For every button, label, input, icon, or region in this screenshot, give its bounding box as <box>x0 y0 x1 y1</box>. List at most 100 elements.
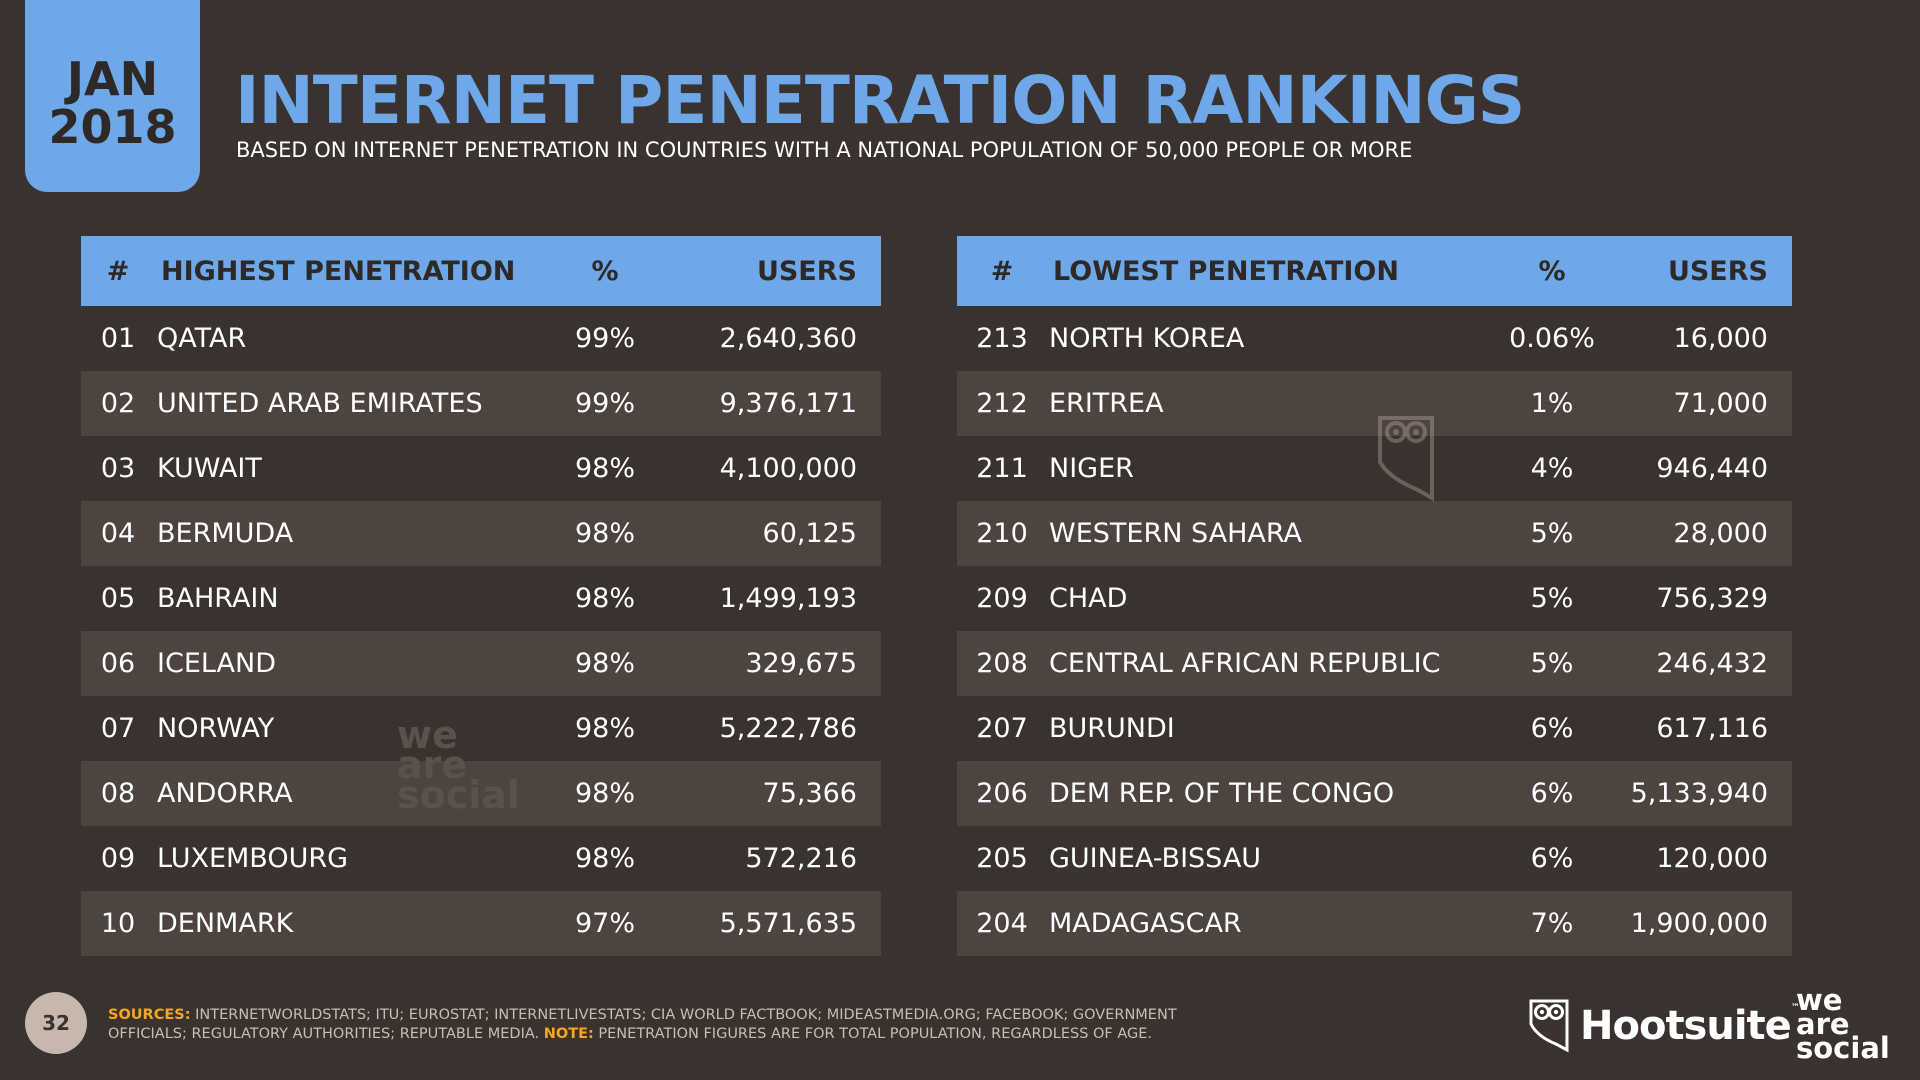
watermark-line: are <box>397 743 468 787</box>
hootsuite-wordmark: Hootsuite™ <box>1580 1003 1800 1049</box>
percent-cell: 98% <box>574 713 635 744</box>
percent-cell: 97% <box>574 908 635 939</box>
percent-cell: 98% <box>574 778 635 809</box>
percent-cell: 98% <box>574 583 635 614</box>
users-cell: 1,499,193 <box>719 583 857 614</box>
users-cell: 1,900,000 <box>1630 908 1768 939</box>
country-cell: ERITREA <box>1049 388 1164 419</box>
page-number: 32 <box>25 992 87 1054</box>
rank-cell: 211 <box>976 453 1028 484</box>
users-cell: 572,216 <box>745 843 857 874</box>
table-row: 08 ANDORRA 98% 75,366 <box>81 761 881 826</box>
percent-cell: 4% <box>1530 453 1574 484</box>
owl-watermark-icon <box>1378 416 1434 502</box>
users-cell: 756,329 <box>1656 583 1768 614</box>
rank-cell: 06 <box>100 648 136 679</box>
table-row: 206 DEM REP. OF THE CONGO 6% 5,133,940 <box>957 761 1792 826</box>
note-text: PENETRATION FIGURES ARE FOR TOTAL POPULA… <box>598 1026 1153 1042</box>
rank-cell: 206 <box>976 778 1028 809</box>
header-country: LOWEST PENETRATION <box>1053 255 1399 287</box>
users-cell: 16,000 <box>1673 323 1768 354</box>
hootsuite-owl-icon <box>1529 999 1569 1053</box>
rank-cell: 205 <box>976 843 1028 874</box>
rank-cell: 209 <box>976 583 1028 614</box>
table-row: 210 WESTERN SAHARA 5% 28,000 <box>957 501 1792 566</box>
percent-cell: 5% <box>1530 583 1574 614</box>
header-rank: # <box>106 255 130 287</box>
users-cell: 617,116 <box>1656 713 1768 744</box>
percent-cell: 99% <box>574 323 635 354</box>
country-cell: BERMUDA <box>157 518 294 549</box>
country-cell: KUWAIT <box>157 453 262 484</box>
table-row: 09 LUXEMBOURG 98% 572,216 <box>81 826 881 891</box>
lowest-penetration-table: # LOWEST PENETRATION % USERS 213 NORTH KO… <box>957 236 1792 956</box>
country-cell: UNITED ARAB EMIRATES <box>157 388 483 419</box>
percent-cell: 6% <box>1530 778 1574 809</box>
rank-cell: 02 <box>100 388 136 419</box>
percent-cell: 98% <box>574 453 635 484</box>
table-row: 207 BURUNDI 6% 617,116 <box>957 696 1792 761</box>
we-are-social-logo: we are social <box>1796 983 1890 1065</box>
logo-line: are <box>1796 1007 1850 1041</box>
country-cell: CENTRAL AFRICAN REPUBLIC <box>1049 648 1441 679</box>
table-header: # LOWEST PENETRATION % USERS <box>957 236 1792 306</box>
users-cell: 71,000 <box>1673 388 1768 419</box>
country-cell: LUXEMBOURG <box>157 843 349 874</box>
table-row: 208 CENTRAL AFRICAN REPUBLIC 5% 246,432 <box>957 631 1792 696</box>
percent-cell: 0.06% <box>1509 323 1595 354</box>
logo-line: we <box>1796 983 1843 1017</box>
table-row: 209 CHAD 5% 756,329 <box>957 566 1792 631</box>
table-row: 211 NIGER 4% 946,440 <box>957 436 1792 501</box>
users-cell: 120,000 <box>1656 843 1768 874</box>
table-row: 04 BERMUDA 98% 60,125 <box>81 501 881 566</box>
users-cell: 75,366 <box>762 778 857 809</box>
users-cell: 9,376,171 <box>719 388 857 419</box>
percent-cell: 99% <box>574 388 635 419</box>
rank-cell: 08 <box>100 778 136 809</box>
rank-cell: 204 <box>976 908 1028 939</box>
rank-cell: 04 <box>100 518 136 549</box>
rank-cell: 207 <box>976 713 1028 744</box>
percent-cell: 98% <box>574 843 635 874</box>
header-percent: % <box>1538 255 1566 287</box>
logo-line: social <box>1796 1031 1890 1065</box>
page-subtitle: BASED ON INTERNET PENETRATION IN COUNTRI… <box>236 138 1413 162</box>
users-cell: 5,222,786 <box>719 713 857 744</box>
badge-year: 2018 <box>48 100 177 154</box>
page-title: INTERNET PENETRATION RANKINGS <box>235 62 1525 139</box>
watermark-line: social <box>397 773 520 817</box>
watermark-line: we <box>397 713 458 757</box>
we-are-social-watermark: we are social <box>397 713 520 817</box>
percent-cell: 6% <box>1530 713 1574 744</box>
percent-cell: 5% <box>1530 648 1574 679</box>
header-country: HIGHEST PENETRATION <box>161 255 516 287</box>
country-cell: QATAR <box>157 323 247 354</box>
header-users: USERS <box>756 255 857 287</box>
country-cell: ANDORRA <box>157 778 293 809</box>
percent-cell: 5% <box>1530 518 1574 549</box>
table-row: 213 NORTH KOREA 0.06% 16,000 <box>957 306 1792 371</box>
rank-cell: 208 <box>976 648 1028 679</box>
rank-cell: 212 <box>976 388 1028 419</box>
users-cell: 28,000 <box>1673 518 1768 549</box>
users-cell: 246,432 <box>1656 648 1768 679</box>
country-cell: ICELAND <box>157 648 276 679</box>
table-row: 03 KUWAIT 98% 4,100,000 <box>81 436 881 501</box>
sources-note: SOURCES: INTERNETWORLDSTATS; ITU; EUROST… <box>108 1006 1198 1044</box>
users-cell: 5,571,635 <box>719 908 857 939</box>
country-cell: GUINEA-BISSAU <box>1049 843 1262 874</box>
rank-cell: 01 <box>100 323 136 354</box>
note-label: NOTE: <box>543 1026 594 1042</box>
table-row: 10 DENMARK 97% 5,571,635 <box>81 891 881 956</box>
header-users: USERS <box>1667 255 1768 287</box>
country-cell: MADAGASCAR <box>1049 908 1242 939</box>
table-row: 204 MADAGASCAR 7% 1,900,000 <box>957 891 1792 956</box>
date-badge: JAN 2018 <box>25 0 200 192</box>
table-row: 01 QATAR 99% 2,640,360 <box>81 306 881 371</box>
badge-month: JAN <box>66 52 159 106</box>
table-row: 205 GUINEA-BISSAU 6% 120,000 <box>957 826 1792 891</box>
rank-cell: 10 <box>100 908 136 939</box>
country-cell: BURUNDI <box>1049 713 1175 744</box>
country-cell: NORWAY <box>157 713 275 744</box>
table-row: 07 NORWAY 98% 5,222,786 <box>81 696 881 761</box>
